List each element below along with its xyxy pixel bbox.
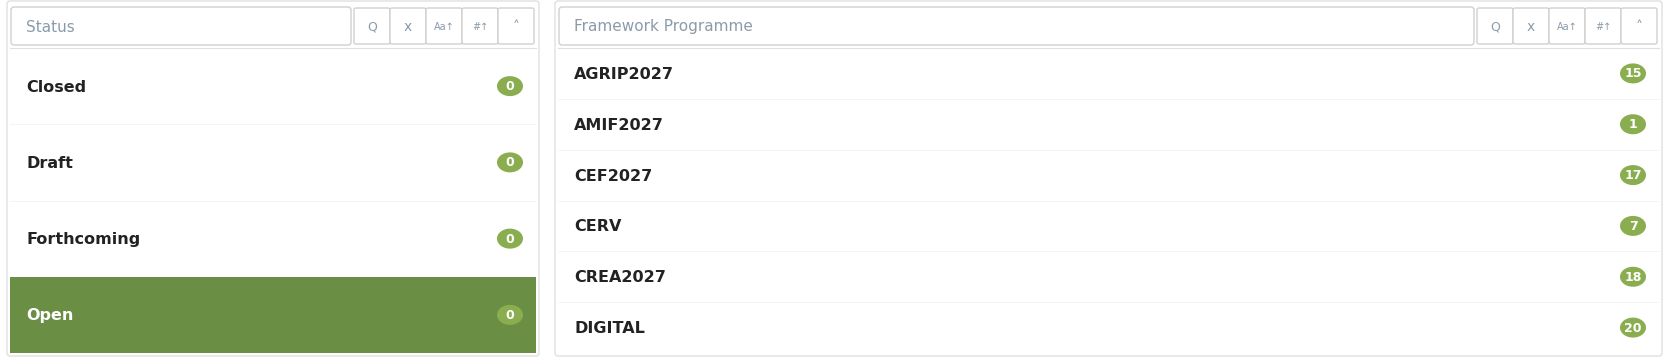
Text: Q: Q (1490, 20, 1500, 34)
FancyBboxPatch shape (1586, 8, 1621, 44)
Text: ˄: ˄ (512, 20, 519, 34)
Text: 7: 7 (1629, 220, 1637, 233)
Ellipse shape (1621, 165, 1646, 185)
Ellipse shape (497, 152, 522, 172)
Text: CREA2027: CREA2027 (574, 270, 666, 285)
Text: Status: Status (27, 20, 75, 35)
FancyBboxPatch shape (1477, 8, 1514, 44)
FancyBboxPatch shape (1549, 8, 1586, 44)
Text: 18: 18 (1624, 271, 1642, 284)
Text: 15: 15 (1624, 67, 1642, 80)
Ellipse shape (497, 305, 522, 325)
Ellipse shape (1621, 114, 1646, 134)
Text: CEF2027: CEF2027 (574, 169, 653, 183)
Ellipse shape (497, 76, 522, 96)
Text: AGRIP2027: AGRIP2027 (574, 67, 674, 82)
FancyBboxPatch shape (391, 8, 426, 44)
FancyBboxPatch shape (354, 8, 391, 44)
FancyBboxPatch shape (1621, 8, 1657, 44)
Text: 17: 17 (1624, 169, 1642, 182)
FancyBboxPatch shape (556, 1, 1662, 356)
Ellipse shape (1621, 318, 1646, 338)
Text: Q: Q (367, 20, 377, 34)
Ellipse shape (1621, 216, 1646, 236)
Ellipse shape (1621, 64, 1646, 84)
FancyBboxPatch shape (426, 8, 462, 44)
Text: x: x (1527, 20, 1535, 34)
FancyBboxPatch shape (462, 8, 497, 44)
FancyBboxPatch shape (12, 7, 350, 45)
FancyBboxPatch shape (497, 8, 534, 44)
Text: CERV: CERV (574, 220, 621, 235)
Text: ˄: ˄ (1636, 20, 1642, 34)
Text: x: x (404, 20, 412, 34)
Text: DIGITAL: DIGITAL (574, 321, 644, 336)
Text: Aa↑: Aa↑ (434, 22, 454, 32)
Text: Aa↑: Aa↑ (1557, 22, 1577, 32)
Text: 0: 0 (506, 309, 514, 322)
Text: Closed: Closed (27, 80, 87, 95)
Text: 0: 0 (506, 156, 514, 169)
Text: Framework Programme: Framework Programme (574, 20, 753, 35)
Ellipse shape (1621, 267, 1646, 287)
Text: 1: 1 (1629, 118, 1637, 131)
Bar (10, 277, 536, 353)
FancyBboxPatch shape (559, 7, 1474, 45)
Ellipse shape (497, 228, 522, 248)
Text: Forthcoming: Forthcoming (27, 232, 140, 247)
Text: 0: 0 (506, 233, 514, 246)
Text: 20: 20 (1624, 322, 1642, 335)
FancyBboxPatch shape (1514, 8, 1549, 44)
Text: Draft: Draft (27, 156, 73, 171)
Text: AMIF2027: AMIF2027 (574, 118, 664, 133)
Text: Open: Open (27, 308, 73, 323)
Text: #↑: #↑ (1596, 22, 1611, 32)
Text: #↑: #↑ (472, 22, 487, 32)
Text: 0: 0 (506, 80, 514, 93)
FancyBboxPatch shape (7, 1, 539, 356)
